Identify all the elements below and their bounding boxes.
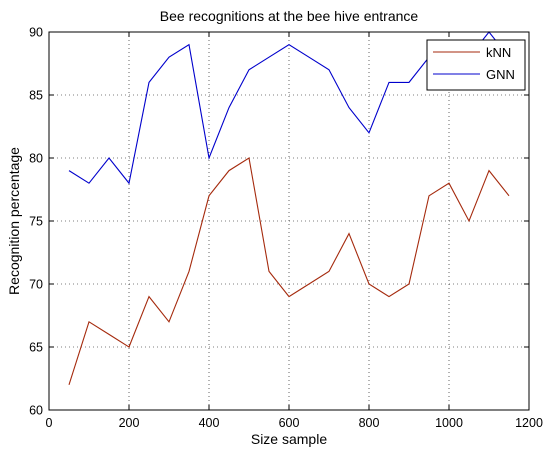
legend: kNN GNN [426, 39, 526, 91]
chart-title: Bee recognitions at the bee hive entranc… [160, 8, 419, 24]
y-tick-label: 65 [29, 341, 43, 355]
legend-label-gnn: GNN [486, 67, 515, 82]
y-tick-label: 85 [29, 89, 43, 103]
x-tick-label: 600 [279, 416, 300, 430]
y-axis-title: Recognition percentage [6, 147, 22, 295]
x-tick-label: 0 [46, 416, 53, 430]
series-line-knn [68, 157, 510, 385]
y-tick-label: 80 [29, 152, 43, 166]
y-tick-label: 60 [29, 404, 43, 418]
y-tick-label: 90 [29, 26, 43, 40]
x-tick-label: 200 [119, 416, 140, 430]
legend-label-knn: kNN [486, 45, 511, 60]
legend-box [426, 39, 526, 91]
x-tick-label: 800 [359, 416, 380, 430]
y-tick-label: 70 [29, 278, 43, 292]
x-tick-label: 1200 [515, 416, 543, 430]
y-tick-label: 75 [29, 215, 43, 229]
x-tick-label: 1000 [435, 416, 463, 430]
x-tick-label: 400 [199, 416, 220, 430]
x-axis-title: Size sample [251, 431, 327, 447]
axis-ticks: 0 200 400 600 800 1000 1200 60 65 70 75 80 85 90 [29, 26, 543, 431]
